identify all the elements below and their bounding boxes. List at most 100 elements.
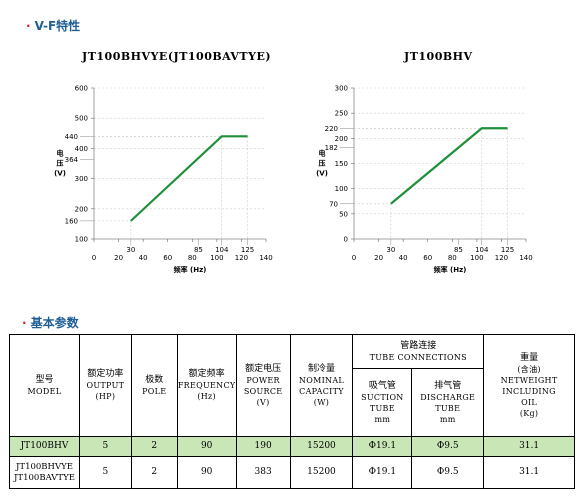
header-frequency-en: FREQUENCY bbox=[177, 381, 236, 390]
vf-series-line bbox=[390, 127, 508, 205]
x-tick-label: 140 bbox=[519, 254, 532, 262]
header-power-cn: 额定电压 bbox=[245, 363, 282, 374]
y-mark-label: 70 bbox=[329, 200, 338, 208]
y-tick-label: 200 bbox=[335, 135, 348, 143]
header-suction-en2: TUBE bbox=[369, 403, 395, 413]
x-mark-label: 125 bbox=[241, 246, 254, 254]
x-tick-label: 60 bbox=[163, 254, 172, 262]
y-tick-label: 200 bbox=[75, 205, 88, 213]
spec-section-label: 基本参数 bbox=[30, 316, 79, 330]
cell-model: JT100BHV bbox=[9, 436, 80, 457]
spec-section-title: · 基本参数 bbox=[22, 314, 79, 331]
cell-power: 190 bbox=[235, 436, 291, 457]
header-discharge-en2: TUBE bbox=[435, 403, 461, 413]
header-discharge-cn: 排气管 bbox=[434, 380, 462, 391]
y-mark-label: 364 bbox=[65, 156, 79, 164]
spec-table: 型号 MODEL 额定功率 OUTPUT (HP) 极数 POLE 额定频率 F… bbox=[9, 334, 575, 489]
header-weight-cn2: (含油) bbox=[517, 364, 541, 374]
col-header-frequency: 额定频率 FREQUENCY (Hz) bbox=[176, 334, 237, 437]
y-tick-label: 600 bbox=[75, 85, 88, 93]
x-mark-label: 125 bbox=[501, 246, 514, 254]
header-capacity-unit: (W) bbox=[313, 397, 330, 407]
header-weight-en: NETWEIGHT bbox=[500, 375, 558, 385]
header-power-en: POWER bbox=[246, 375, 280, 385]
y-tick-label: 400 bbox=[75, 145, 88, 153]
cell-power: 383 bbox=[235, 456, 291, 489]
x-axis-label: 频率 (Hz) bbox=[174, 265, 207, 274]
bullet-icon: · bbox=[26, 19, 31, 33]
cell-frequency: 90 bbox=[176, 456, 237, 489]
header-model-cn: 型号 bbox=[35, 374, 54, 385]
col-header-tube: 管路连接 TUBE CONNECTIONS bbox=[352, 334, 485, 369]
x-mark-label: 85 bbox=[454, 246, 463, 254]
x-tick-label: 120 bbox=[235, 254, 248, 262]
header-output-unit: (HP) bbox=[95, 392, 116, 401]
x-mark-label: 30 bbox=[126, 246, 135, 254]
x-tick-label: 20 bbox=[374, 254, 383, 262]
x-tick-label: 80 bbox=[448, 254, 457, 262]
bullet-icon: · bbox=[22, 316, 27, 330]
cell-weight: 31.1 bbox=[483, 436, 575, 457]
x-mark-label: 104 bbox=[475, 246, 489, 254]
y-tick-label: 100 bbox=[335, 185, 348, 193]
cell-weight: 31.1 bbox=[483, 456, 575, 489]
header-model-en: MODEL bbox=[27, 386, 62, 396]
header-pole-en: POLE bbox=[142, 386, 167, 396]
header-frequency-unit: (Hz) bbox=[197, 392, 216, 401]
y-axis-unit: (V) bbox=[54, 170, 66, 178]
cell-discharge: Φ9.5 bbox=[411, 456, 485, 489]
col-header-pole: 极数 POLE bbox=[130, 334, 178, 437]
y-tick-label: 250 bbox=[335, 110, 348, 118]
table-row: JT100BHVYE JT100BAVTYE 5 2 90 383 15200 … bbox=[9, 456, 575, 489]
cell-capacity: 15200 bbox=[289, 456, 354, 489]
chart-vf-jt100bhv: 0 50 100 150 200 250 300 70 182 220 0 20 40 60 80 100 12… bbox=[316, 85, 533, 275]
header-output-en: OUTPUT bbox=[86, 381, 125, 390]
cell-model: JT100BHVYE JT100BAVTYE bbox=[9, 456, 80, 489]
y-tick-label: 300 bbox=[335, 85, 348, 93]
col-header-discharge: 排气管 DISCHARGE TUBE mm bbox=[411, 368, 485, 437]
x-tick-label: 100 bbox=[470, 254, 483, 262]
header-weight-unit: (Kg) bbox=[519, 408, 539, 418]
header-capacity-en2: CAPACITY bbox=[299, 386, 344, 396]
y-mark-label: 440 bbox=[65, 133, 78, 141]
cell-suction: Φ19.1 bbox=[352, 436, 413, 457]
header-suction-cn: 吸气管 bbox=[368, 380, 396, 391]
col-header-suction: 吸气管 SUCTION TUBE mm bbox=[352, 368, 413, 437]
col-header-output: 额定功率 OUTPUT (HP) bbox=[78, 334, 132, 437]
y-mark-label: 182 bbox=[325, 144, 338, 152]
header-power-en2: SOURCE bbox=[243, 386, 283, 396]
cell-pole: 2 bbox=[130, 436, 178, 457]
y-axis-label: 压 bbox=[57, 159, 64, 168]
y-tick-label: 500 bbox=[75, 115, 88, 123]
header-tube-cn: 管路连接 bbox=[400, 340, 437, 351]
x-tick-label: 100 bbox=[210, 254, 223, 262]
x-tick-label: 0 bbox=[92, 254, 96, 262]
y-mark-label: 220 bbox=[325, 125, 338, 133]
y-axis-unit: (V) bbox=[316, 170, 328, 178]
y-axis-label: 电 bbox=[57, 149, 64, 158]
x-axis-label: 频率 (Hz) bbox=[434, 265, 467, 274]
x-tick-label: 140 bbox=[259, 254, 272, 262]
header-capacity-cn: 制冷量 bbox=[307, 363, 335, 374]
x-mark-label: 30 bbox=[386, 246, 395, 254]
header-weight-en3: OIL bbox=[521, 397, 538, 407]
header-discharge-unit: mm bbox=[439, 414, 456, 424]
y-axis-label: 压 bbox=[319, 159, 326, 168]
vf-section-label: V-F特性 bbox=[34, 19, 81, 33]
y-axis-label: 电 bbox=[319, 149, 326, 158]
header-suction-unit: mm bbox=[374, 414, 391, 424]
header-frequency-cn: 额定频率 bbox=[188, 369, 225, 379]
col-header-model: 型号 MODEL bbox=[9, 334, 80, 437]
x-mark-label: 85 bbox=[194, 246, 203, 254]
header-pole-cn: 极数 bbox=[145, 374, 164, 385]
header-capacity-en: NOMINAL bbox=[298, 375, 345, 385]
y-tick-label: 50 bbox=[339, 210, 348, 218]
cell-discharge: Φ9.5 bbox=[411, 436, 485, 457]
y-tick-label: 300 bbox=[75, 175, 88, 183]
header-discharge-en: DISCHARGE bbox=[420, 392, 476, 402]
x-mark-label: 104 bbox=[215, 246, 229, 254]
x-tick-label: 60 bbox=[423, 254, 432, 262]
cell-frequency: 90 bbox=[176, 436, 237, 457]
y-tick-label: 150 bbox=[335, 160, 348, 168]
